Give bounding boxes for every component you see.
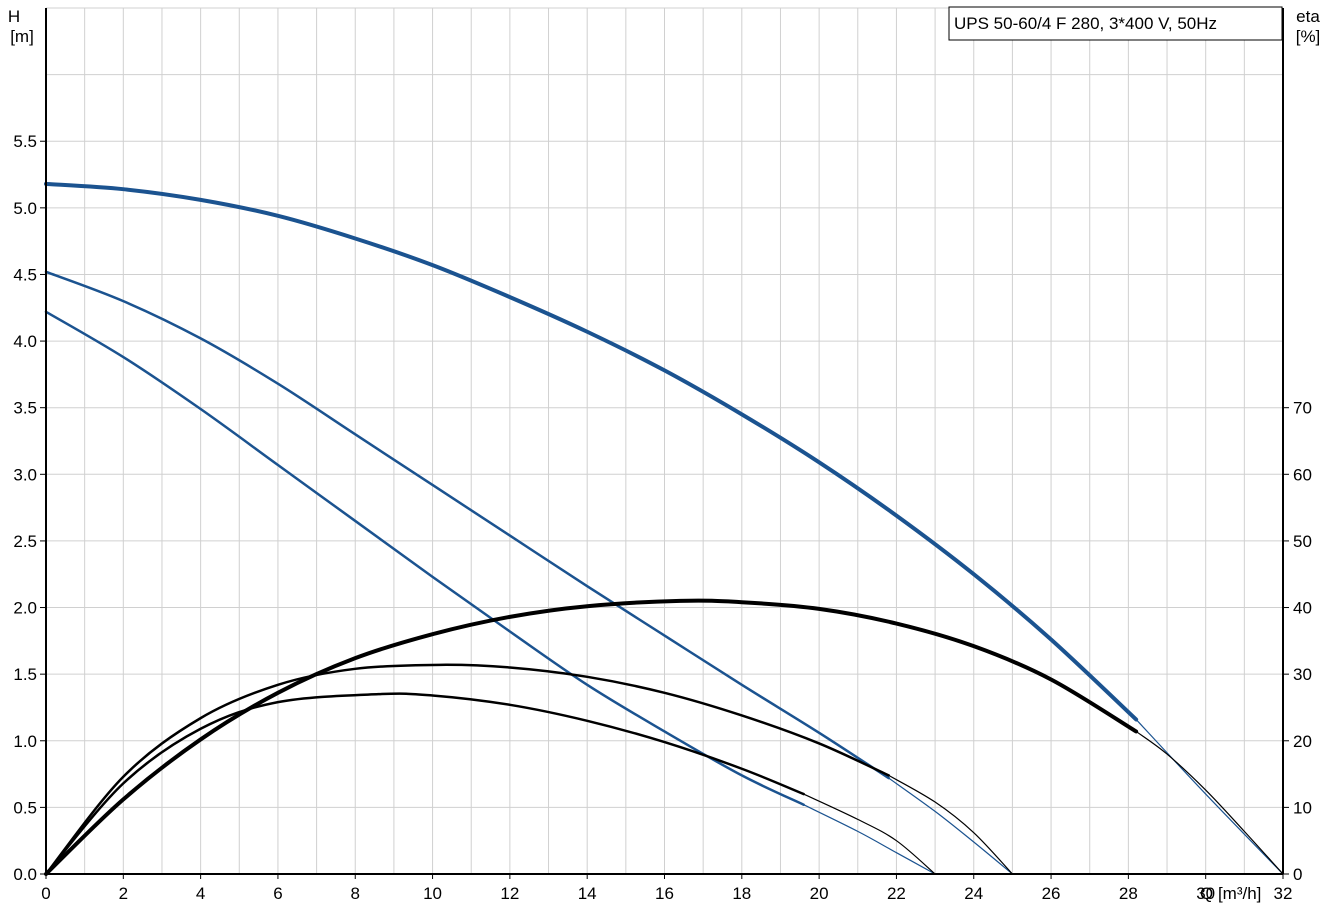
head-curve-2 (44, 270, 890, 780)
x-tick-label: 14 (578, 884, 597, 903)
head-curve-3 (44, 310, 805, 806)
y-right-label-line2: [%] (1296, 27, 1321, 46)
y-left-label-line2: [m] (10, 27, 34, 46)
head-curve-1-tail (1135, 719, 1284, 875)
x-tick-label: 18 (732, 884, 751, 903)
x-tick-label: 22 (887, 884, 906, 903)
x-tick-label: 0 (41, 884, 50, 903)
y-left-tick-label: 2.0 (13, 599, 37, 618)
title-box (948, 6, 1283, 41)
x-tick-label: 2 (119, 884, 128, 903)
y-right-tick-label: 30 (1293, 665, 1312, 684)
y-left-tick-label: 2.5 (13, 532, 37, 551)
y-left-tick-label: 1.0 (13, 732, 37, 751)
x-tick-label: 8 (351, 884, 360, 903)
y-left-tick-label: 1.5 (13, 665, 37, 684)
y-right-tick-label: 10 (1293, 798, 1312, 817)
x-tick-label: 20 (810, 884, 829, 903)
y-right-tick-label: 0 (1293, 865, 1302, 884)
y-right-tick-label: 60 (1293, 465, 1312, 484)
y-left-label-line1: H (8, 7, 20, 26)
y-left-tick-label: 5.5 (13, 132, 37, 151)
x-tick-label: 12 (500, 884, 519, 903)
y-left-tick-label: 5.0 (13, 199, 37, 218)
x-tick-label: 6 (273, 884, 282, 903)
curves-layer (44, 181, 1284, 876)
y-right-tick-label: 40 (1293, 599, 1312, 618)
x-tick-label: 10 (423, 884, 442, 903)
y-right-tick-label: 50 (1293, 532, 1312, 551)
y-right-tick-label: 20 (1293, 732, 1312, 751)
y-right-tick-label: 70 (1293, 399, 1312, 418)
x-tick-label: 26 (1042, 884, 1061, 903)
tick-labels-layer: 0 2 4 6 8 10 12 14 16 18 20 22 24 26 28 30 320.00.51.01.… (13, 132, 1312, 903)
y-left-tick-label: 3.5 (13, 399, 37, 418)
efficiency-curve-6 (44, 692, 805, 876)
grid-lines (46, 7, 1283, 874)
efficiency-curve-5-tail (888, 774, 1013, 875)
y-right-label-line1: eta (1296, 7, 1320, 26)
efficiency-curve-6-tail (803, 793, 936, 875)
head-curve-1 (44, 181, 1139, 722)
x-tick-label: 16 (655, 884, 674, 903)
efficiency-curve-4 (44, 598, 1139, 876)
head-curve-2-tail (888, 777, 1013, 875)
y-left-tick-label: 4.5 (13, 265, 37, 284)
head-curve-3-tail (803, 804, 936, 875)
y-left-tick-label: 0.0 (13, 865, 37, 884)
efficiency-curve-4-tail (1135, 730, 1284, 875)
y-left-tick-label: 4.0 (13, 332, 37, 351)
x-axis-label: Q [m³/h] (1200, 884, 1261, 903)
x-tick-label: 4 (196, 884, 205, 903)
x-tick-label: 32 (1274, 884, 1293, 903)
y-left-tick-label: 0.5 (13, 798, 37, 817)
y-left-tick-label: 3.0 (13, 465, 37, 484)
axes-layer (40, 8, 1289, 879)
x-tick-label: 30 (1196, 884, 1215, 903)
chart-title: UPS 50-60/4 F 280, 3*400 V, 50Hz (954, 14, 1217, 33)
x-tick-label: 24 (964, 884, 983, 903)
x-tick-label: 28 (1119, 884, 1138, 903)
efficiency-curve-5 (44, 663, 890, 876)
